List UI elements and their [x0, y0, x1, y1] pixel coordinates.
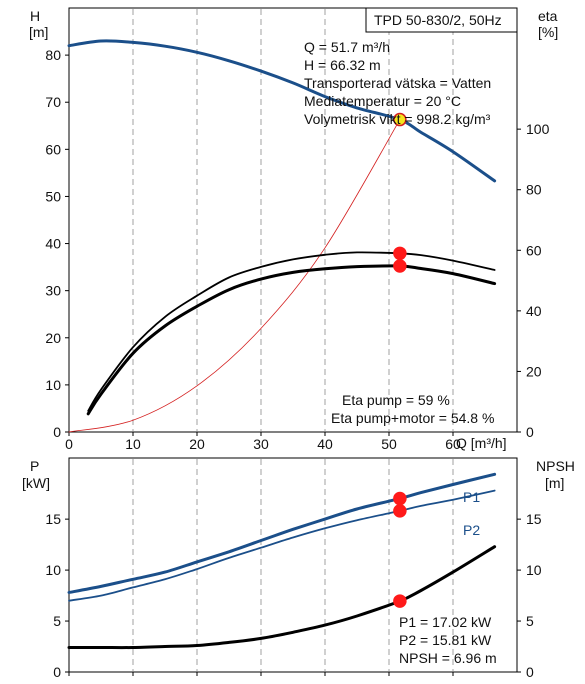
- left-tick-label: 15: [45, 511, 61, 527]
- info-flow: Q = 51.7 m³/h: [304, 39, 390, 55]
- operating-point: [393, 491, 407, 506]
- x-tick-label: 10: [125, 436, 141, 452]
- left-tick-label: 10: [45, 377, 61, 393]
- left-tick-label: 80: [45, 47, 61, 63]
- chart-title: TPD 50-830/2, 50Hz: [374, 12, 502, 28]
- right-tick-label: 80: [526, 182, 542, 198]
- operating-point: [393, 259, 407, 273]
- grid-layer: [132, 9, 454, 671]
- npsh-annotation: NPSH = 6.96 m: [399, 650, 497, 666]
- series-line: [86, 264, 497, 416]
- left-tick-label: 0: [53, 424, 61, 440]
- p1-annotation: P1 = 17.02 kW: [399, 614, 492, 630]
- top-right-axis-label: eta: [538, 8, 558, 24]
- bottom-left-axis-label: P: [30, 458, 39, 474]
- series-line: [67, 545, 497, 650]
- bottom-left-axis-unit: [kW]: [22, 475, 50, 491]
- series-line: [68, 489, 496, 602]
- series-layer: [67, 39, 497, 650]
- x-tick-label: 50: [381, 436, 397, 452]
- series-line: [68, 119, 401, 433]
- right-tick-label: 0: [526, 424, 534, 440]
- bottom-right-axis-unit: [m]: [545, 475, 564, 491]
- series-line: [67, 39, 497, 183]
- operating-point: [393, 594, 407, 608]
- left-tick-label: 5: [53, 613, 61, 629]
- series-line: [87, 251, 496, 412]
- x-tick-label: 30: [253, 436, 269, 452]
- eta-pump-annotation: Eta pump = 59 %: [342, 392, 450, 408]
- info-head: H = 66.32 m: [304, 57, 381, 73]
- left-tick-label: 40: [45, 236, 61, 252]
- left-tick-label: 30: [45, 283, 61, 299]
- bottom-plot-area: [68, 457, 518, 673]
- right-tick-label: 5: [526, 613, 534, 629]
- right-tick-label: 100: [526, 121, 550, 137]
- left-tick-label: 20: [45, 330, 61, 346]
- top-right-axis-unit: [%]: [538, 24, 558, 40]
- x-tick-label: 40: [317, 436, 333, 452]
- p2-annotation: P2 = 15.81 kW: [399, 632, 492, 648]
- right-tick-label: 0: [526, 664, 534, 680]
- top-plot-area: [68, 7, 518, 433]
- series-label-p1: P1: [463, 489, 480, 505]
- right-tick-label: 20: [526, 363, 542, 379]
- right-tick-label: 15: [526, 511, 542, 527]
- title-box: [365, 7, 518, 33]
- x-tick-label: 60: [445, 436, 461, 452]
- top-left-axis-unit: [m]: [29, 24, 48, 40]
- points-layer: [393, 112, 407, 608]
- bottom-right-axis-label: NPSH: [536, 458, 575, 474]
- x-tick-label: 20: [189, 436, 205, 452]
- series-line: [67, 472, 497, 594]
- left-tick-label: 60: [45, 141, 61, 157]
- info-temperature: Mediatemperatur = 20 °C: [304, 93, 461, 109]
- operating-point: [393, 246, 407, 261]
- info-liquid: Transporterad vätska = Vatten: [304, 75, 491, 91]
- eta-pump-motor-annotation: Eta pump+motor = 54.8 %: [331, 410, 494, 426]
- left-tick-label: 10: [45, 562, 61, 578]
- operating-point: [393, 112, 407, 127]
- info-density: Volymetrisk vikt = 998.2 kg/m³: [304, 111, 491, 127]
- x-axis-label: Q [m³/h]: [456, 435, 507, 451]
- left-tick-label: 0: [53, 664, 61, 680]
- series-label-p2: P2: [463, 522, 480, 538]
- left-tick-label: 70: [45, 94, 61, 110]
- right-tick-label: 60: [526, 242, 542, 258]
- x-tick-label: 0: [65, 436, 73, 452]
- left-tick-label: 50: [45, 188, 61, 204]
- right-tick-label: 40: [526, 303, 542, 319]
- operating-point: [393, 504, 407, 518]
- top-left-axis-label: H: [30, 8, 40, 24]
- right-tick-label: 10: [526, 562, 542, 578]
